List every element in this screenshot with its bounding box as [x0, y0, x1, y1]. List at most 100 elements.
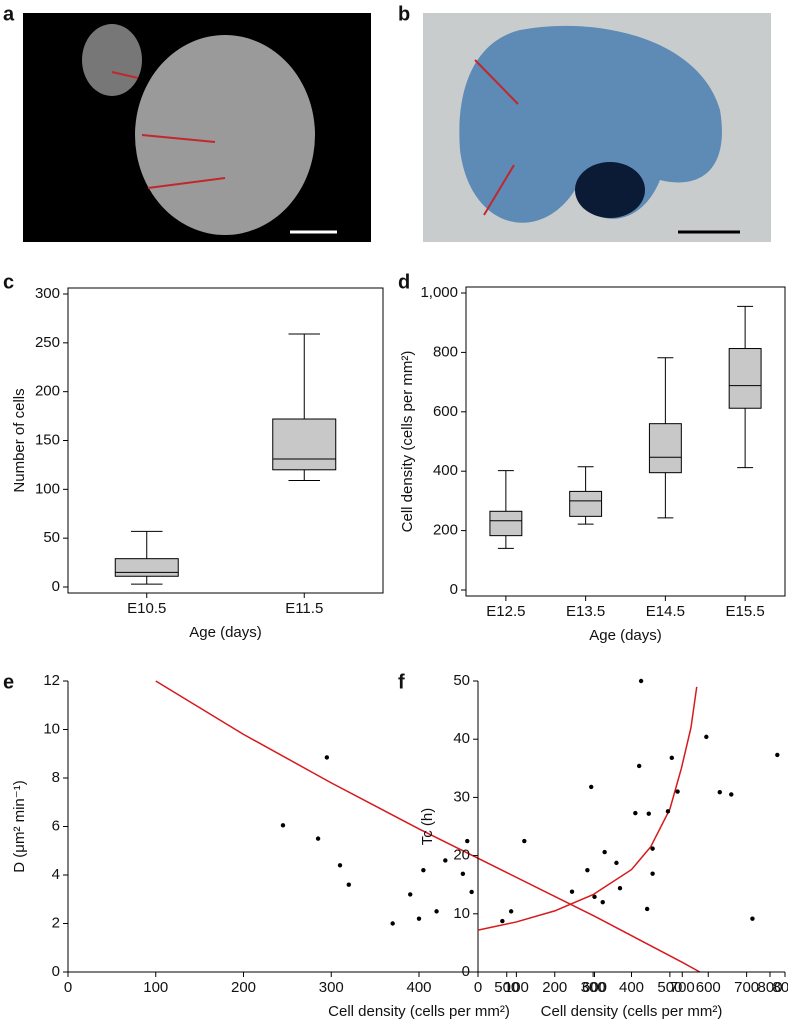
- x-tick-label: 800: [757, 979, 782, 996]
- point: [602, 849, 607, 855]
- fit-curve: [477, 686, 698, 931]
- point: [315, 836, 321, 841]
- panel-label: f: [398, 671, 405, 693]
- point: [617, 885, 623, 891]
- y-tick-label: 0: [450, 581, 458, 598]
- y-axis-label: Number of cells: [11, 388, 28, 492]
- point: [280, 823, 286, 828]
- point: [633, 810, 638, 816]
- x-axis-label: Cell density (cells per mm²): [541, 1003, 723, 1020]
- y-tick-label: 0: [52, 578, 60, 595]
- box: [648, 423, 682, 474]
- point: [717, 789, 722, 795]
- section-line: [483, 164, 515, 216]
- y-tick-label: 50: [43, 529, 60, 546]
- y-tick-label: 250: [35, 334, 60, 351]
- point: [589, 784, 594, 790]
- x-tick-label: E13.5: [566, 603, 605, 620]
- section-line: [111, 71, 139, 79]
- point: [675, 789, 680, 794]
- point: [592, 894, 597, 900]
- point: [775, 752, 780, 758]
- y-tick-label: 4: [52, 866, 60, 883]
- point: [508, 909, 514, 914]
- x-axis-label: Cell density (cells per mm²): [328, 1003, 510, 1020]
- y-axis-label: Tc (h): [419, 808, 436, 846]
- embryo-large: [135, 35, 315, 235]
- box: [728, 348, 762, 409]
- point: [416, 916, 422, 921]
- x-tick-label: 500: [657, 979, 682, 996]
- box: [114, 558, 179, 577]
- axes-frame: [465, 286, 786, 597]
- point: [465, 838, 470, 844]
- point: [650, 871, 655, 876]
- y-axis-label: D (μm² min⁻¹): [11, 780, 28, 872]
- x-tick-label: 500: [494, 979, 519, 996]
- point: [600, 899, 605, 905]
- x-tick-label: 200: [542, 979, 567, 996]
- point: [408, 892, 413, 897]
- x-tick-label: E14.5: [646, 603, 685, 620]
- point: [569, 889, 575, 894]
- x-tick-label: 600: [582, 979, 607, 996]
- point: [337, 863, 343, 868]
- point: [460, 871, 466, 876]
- point: [443, 858, 448, 863]
- point: [644, 906, 650, 912]
- point: [522, 838, 527, 844]
- point: [324, 755, 330, 760]
- y-tick-label: 40: [453, 730, 470, 747]
- point: [614, 860, 619, 866]
- fit-curve: [155, 680, 701, 973]
- x-tick-label: 300: [581, 979, 606, 996]
- x-tick-label: 100: [504, 979, 529, 996]
- embryo-stained: [459, 25, 722, 223]
- x-tick-label: 400: [619, 979, 644, 996]
- embryo-small: [82, 24, 142, 96]
- section-line: [147, 177, 226, 189]
- y-tick-label: 150: [35, 431, 60, 448]
- y-tick-label: 10: [453, 905, 470, 922]
- y-tick-label: 50: [453, 672, 470, 689]
- point: [421, 867, 426, 873]
- y-tick-label: 200: [35, 383, 60, 400]
- x-axis-label: Age (days): [589, 627, 662, 644]
- x-tick-label: E12.5: [486, 603, 525, 620]
- point: [704, 734, 709, 740]
- y-tick-label: 2: [52, 914, 60, 931]
- point: [500, 918, 505, 924]
- point: [638, 678, 644, 684]
- point: [390, 921, 395, 926]
- point: [750, 916, 755, 921]
- box: [569, 490, 603, 517]
- x-tick-label: 400: [406, 979, 431, 996]
- x-tick-label: 800: [772, 979, 788, 996]
- x-axis-label: Age (days): [189, 624, 262, 641]
- y-tick-label: 100: [35, 480, 60, 497]
- y-tick-label: 800: [433, 343, 458, 360]
- x-tick-label: 0: [474, 979, 482, 996]
- y-tick-label: 6: [52, 817, 60, 834]
- x-tick-label: 700: [670, 979, 695, 996]
- point: [729, 792, 734, 797]
- section-line: [141, 134, 216, 143]
- x-tick-label: 300: [319, 979, 344, 996]
- y-tick-label: 300: [35, 285, 60, 302]
- section-line: [474, 59, 519, 105]
- x-tick-label: 600: [696, 979, 721, 996]
- y-tick-label: 20: [453, 847, 470, 864]
- y-tick-label: 30: [453, 788, 470, 805]
- point: [650, 846, 655, 851]
- x-tick-label: E15.5: [726, 603, 765, 620]
- y-tick-label: 0: [52, 963, 60, 980]
- point: [665, 809, 671, 814]
- point: [636, 763, 642, 769]
- point: [646, 811, 651, 816]
- x-tick-label: 200: [231, 979, 256, 996]
- x-tick-label: 0: [64, 979, 72, 996]
- point: [585, 867, 590, 873]
- box: [489, 510, 523, 537]
- box: [272, 418, 337, 471]
